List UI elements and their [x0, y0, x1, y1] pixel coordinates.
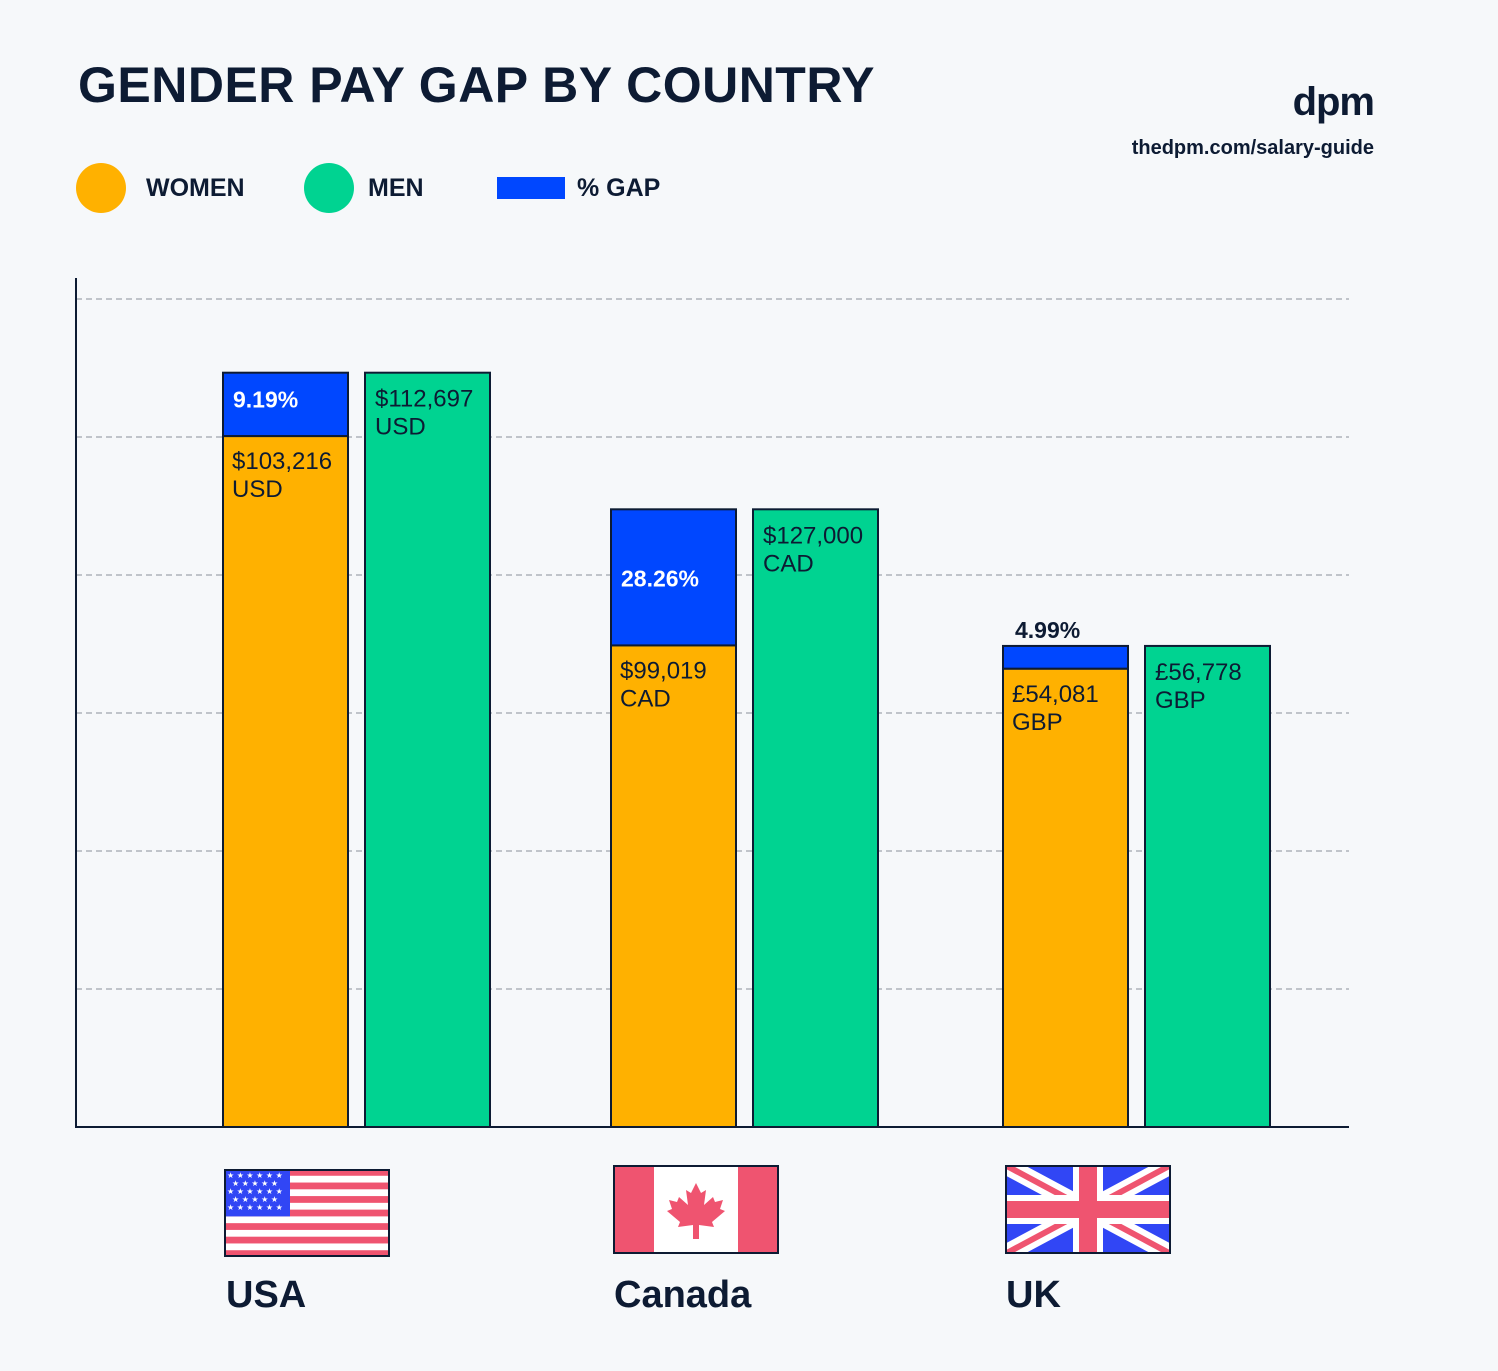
- svg-text:★ ★ ★ ★ ★ ★: ★ ★ ★ ★ ★ ★: [227, 1203, 283, 1212]
- svg-text:★ ★ ★ ★ ★ ★: ★ ★ ★ ★ ★ ★: [227, 1171, 283, 1180]
- women-bar-usa: [222, 435, 349, 1129]
- women-bar-canada: [610, 644, 737, 1128]
- women-value-label-uk: £54,081: [1012, 681, 1099, 708]
- men-currency-label-usa: USD: [375, 414, 426, 441]
- country-label-usa: USA: [226, 1274, 307, 1316]
- legend-label-women: WOMEN: [146, 173, 245, 202]
- gap-bar-canada: [610, 508, 737, 647]
- women-value-label-canada: $99,019: [620, 657, 707, 684]
- men-bar-uk: [1144, 644, 1271, 1128]
- legend-label-gap: % GAP: [577, 173, 661, 202]
- men-value-label-usa: $112,697: [375, 386, 473, 413]
- gap-label-usa: 9.19%: [233, 387, 298, 413]
- canada-flag-icon: [613, 1165, 779, 1254]
- legend-item-men: MEN: [304, 163, 424, 213]
- legend-item-gap: % GAP: [497, 163, 660, 213]
- gap-bar-uk: [1002, 644, 1129, 670]
- chart-title: GENDER PAY GAP BY COUNTRY: [78, 57, 875, 113]
- dpm-logo: dpm: [1292, 80, 1375, 124]
- svg-text:★ ★ ★ ★ ★ ★: ★ ★ ★ ★ ★ ★: [227, 1187, 283, 1196]
- gap-bar-usa: [222, 371, 349, 438]
- legend-swatch-men: [304, 163, 354, 213]
- usa-flag-icon: ★ ★ ★ ★ ★ ★ ★ ★ ★ ★ ★ ★ ★ ★ ★ ★ ★ ★ ★ ★ …: [224, 1169, 390, 1257]
- legend-item-women: WOMEN: [76, 163, 245, 213]
- women-currency-label-canada: CAD: [620, 685, 671, 712]
- uk-flag-icon: [1005, 1165, 1171, 1254]
- men-value-label-canada: $127,000: [763, 522, 863, 549]
- men-value-label-uk: £56,778: [1155, 659, 1242, 686]
- men-bar-usa: [364, 371, 491, 1128]
- country-label-uk: UK: [1006, 1274, 1061, 1316]
- gap-label-uk: 4.99%: [1015, 617, 1080, 643]
- men-currency-label-canada: CAD: [763, 550, 814, 577]
- women-currency-label-uk: GBP: [1012, 709, 1063, 736]
- country-label-canada: Canada: [614, 1274, 752, 1316]
- legend-swatch-women: [76, 163, 126, 213]
- men-bar-canada: [752, 508, 879, 1128]
- women-currency-label-usa: USD: [232, 476, 283, 503]
- svg-text:★ ★ ★ ★ ★: ★ ★ ★ ★ ★: [232, 1195, 278, 1204]
- women-bar-uk: [1002, 667, 1129, 1128]
- men-currency-label-uk: GBP: [1155, 687, 1206, 714]
- legend-swatch-gap: [497, 177, 565, 199]
- women-value-label-usa: $103,216: [232, 448, 332, 475]
- gap-label-canada: 28.26%: [621, 565, 699, 591]
- brand-url: thedpm.com/salary-guide: [1131, 137, 1374, 159]
- svg-text:★ ★ ★ ★ ★: ★ ★ ★ ★ ★: [232, 1179, 278, 1188]
- legend-label-men: MEN: [368, 173, 424, 202]
